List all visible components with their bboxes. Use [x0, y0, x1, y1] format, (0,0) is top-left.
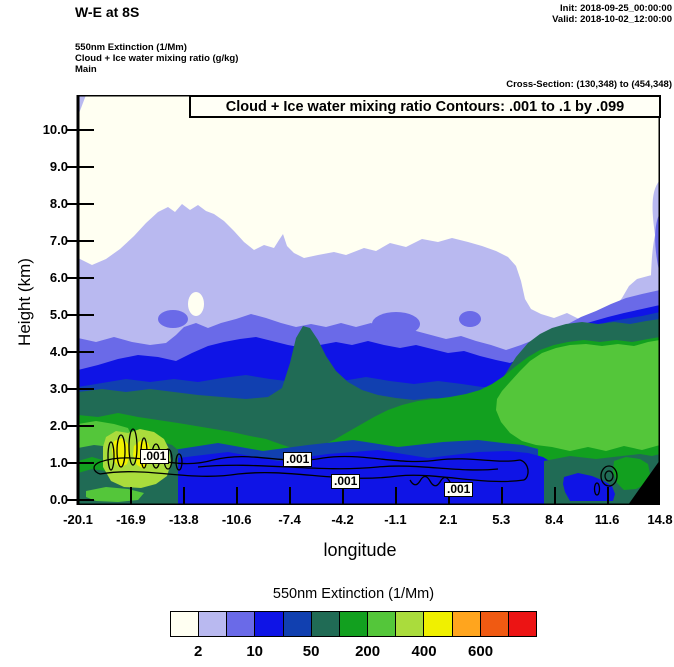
legend-color-cell	[338, 611, 369, 637]
y-axis-title: Height (km)	[15, 258, 34, 346]
field-line-mixing-ratio: Cloud + Ice water mixing ratio (g/kg)	[75, 53, 239, 64]
legend-color-cell	[226, 611, 256, 637]
y-tick-label: 0.0	[49, 492, 68, 507]
y-tick-label: 9.0	[49, 159, 68, 174]
y-tick-label: 6.0	[49, 270, 68, 285]
legend-color-cell	[198, 611, 228, 637]
y-tick-label: 5.0	[49, 307, 68, 322]
plot-area: Cloud + Ice water mixing ratio Contours:…	[66, 95, 661, 505]
band-green-pocket-right	[613, 457, 650, 490]
band-clear-hole	[188, 292, 204, 316]
legend-value-label: 200	[355, 643, 381, 660]
band-brightgreen-right	[496, 340, 660, 451]
legend-color-cell	[479, 611, 509, 637]
band-blueviolet-blob	[459, 311, 481, 327]
x-tick-label: -20.1	[63, 512, 93, 527]
x-tick-label: 8.4	[545, 512, 564, 527]
axis-ticks	[66, 129, 609, 505]
y-tick-label: 1.0	[49, 455, 68, 470]
legend-colorbar	[170, 611, 538, 637]
page-title: W-E at 8S	[75, 4, 140, 20]
x-tick-label: 11.6	[594, 512, 620, 527]
legend-color-cell	[451, 611, 481, 637]
legend-color-cell	[170, 611, 200, 637]
init-time-label: Init: 2018-09-25_00:00:00	[560, 3, 672, 14]
legend-title: 550nm Extinction (1/Mm)	[272, 586, 435, 602]
band-lavender-corner-left	[78, 95, 86, 116]
x-tick-label: 14.8	[647, 512, 673, 527]
x-tick-label: 5.3	[492, 512, 511, 527]
contour-spec-title: Cloud + Ice water mixing ratio Contours:…	[189, 95, 661, 118]
contour-plot-canvas	[66, 95, 660, 505]
terrain-wedge	[628, 460, 660, 505]
filled-contour-bands	[78, 95, 660, 505]
y-tick-label: 8.0	[49, 196, 68, 211]
x-tick-label: 2.1	[439, 512, 458, 527]
x-tick-label: -10.6	[221, 512, 252, 527]
legend-value-label: 2	[194, 643, 203, 660]
legend-value-label: 50	[302, 643, 320, 660]
legend-color-cell	[395, 611, 425, 637]
x-tick-label: -1.1	[384, 512, 407, 527]
x-tick-label: -13.8	[168, 512, 199, 527]
legend-color-cell	[423, 611, 453, 637]
contour-line-label: .001	[444, 482, 474, 497]
band-yellow-core	[112, 438, 130, 468]
band-blueviolet-blob	[372, 312, 420, 336]
y-tick-label: 7.0	[49, 233, 68, 248]
x-tick-label: -7.4	[278, 512, 301, 527]
legend-color-cell	[282, 611, 312, 637]
valid-time-label: Valid: 2018-10-02_12:00:00	[552, 14, 672, 25]
field-line-extinction: 550nm Extinction (1/Mm)	[75, 42, 187, 53]
y-tick-label: 2.0	[49, 418, 68, 433]
band-brightgreen-left-lower	[86, 487, 144, 502]
band-blueviolet-blob	[158, 310, 188, 328]
contour-line-label: .001	[140, 449, 170, 464]
plot-border	[76, 95, 660, 505]
legend-value-label: 400	[411, 643, 437, 660]
y-tick-label: 3.0	[49, 381, 68, 396]
legend-value-label: 600	[468, 643, 494, 660]
legend-value-label: 10	[246, 643, 264, 660]
legend-color-cell	[254, 611, 284, 637]
legend-color-cell	[507, 611, 538, 637]
legend-color-cell	[310, 611, 340, 637]
y-tick-label: 4.0	[49, 344, 68, 359]
contour-line-label: .001	[331, 474, 361, 489]
field-line-domain: Main	[75, 64, 97, 75]
y-tick-label: 10.0	[42, 122, 68, 137]
field-list: 550nm Extinction (1/Mm) Cloud + Ice wate…	[75, 42, 238, 75]
x-tick-label: -16.9	[116, 512, 146, 527]
x-tick-label: -4.2	[331, 512, 354, 527]
legend-color-cell	[367, 611, 397, 637]
band-blue-pocket-right	[563, 473, 615, 501]
x-axis-title: longitude	[323, 540, 397, 560]
cross-section-label: Cross-Section: (130,348) to (454,348)	[506, 79, 672, 90]
contour-line-label: .001	[283, 452, 313, 467]
